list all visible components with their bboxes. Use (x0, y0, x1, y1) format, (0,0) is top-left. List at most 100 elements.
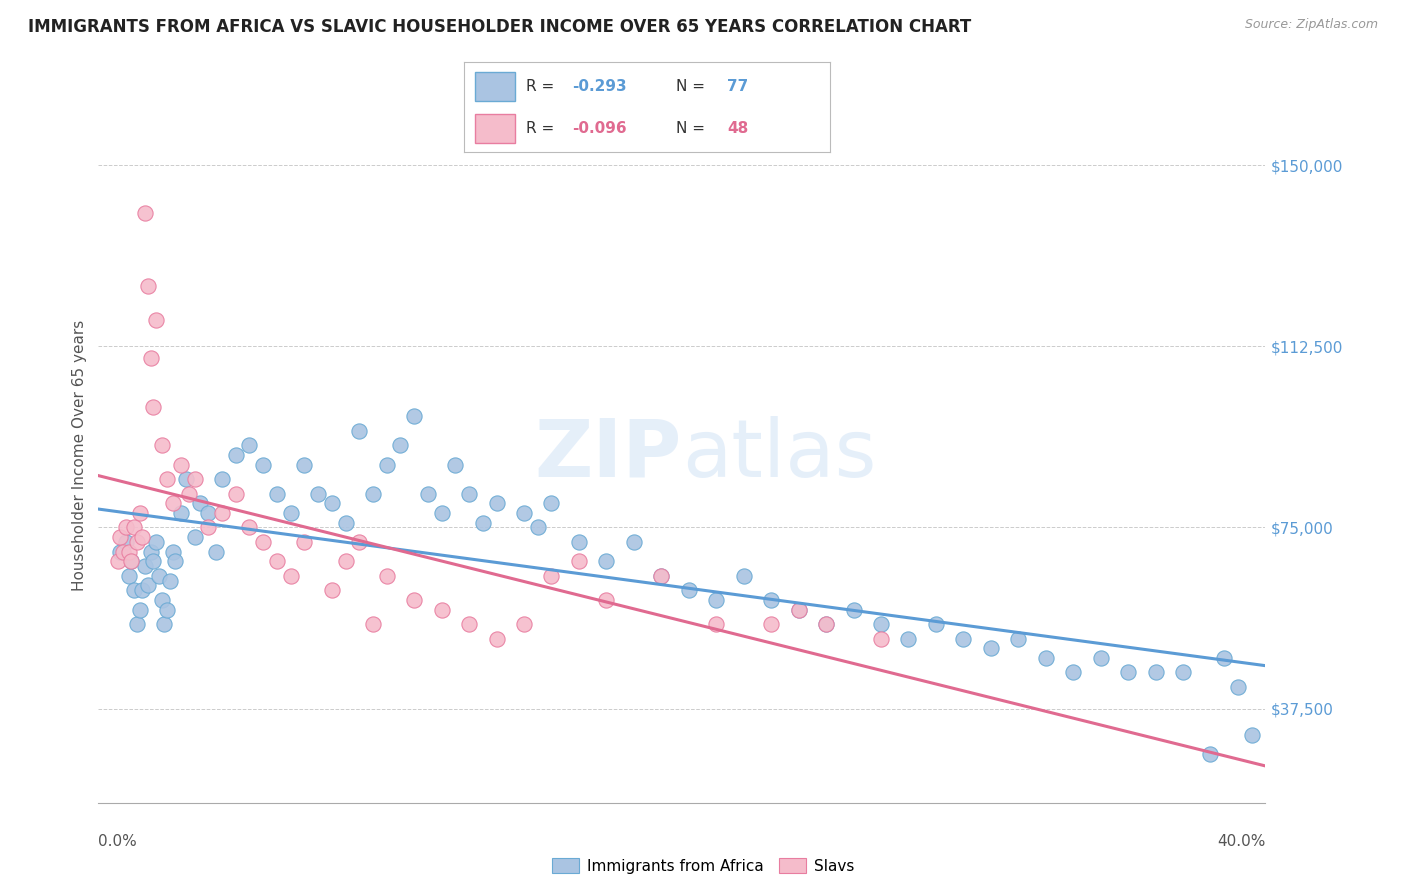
Point (540, 496, 562, 510)
Point (375, 568, 398, 582)
Text: ZIP: ZIP (534, 416, 682, 494)
Point (183, 530, 205, 544)
Point (131, 583, 153, 598)
Point (162, 496, 184, 510)
Text: IMMIGRANTS FROM AFRICA VS SLAVIC HOUSEHOLDER INCOME OVER 65 YEARS CORRELATION CH: IMMIGRANTS FROM AFRICA VS SLAVIC HOUSEHO… (28, 18, 972, 36)
Y-axis label: Householder Income Over 65 years: Householder Income Over 65 years (72, 319, 87, 591)
Point (458, 486, 481, 500)
Point (870, 617, 893, 632)
Point (321, 583, 343, 598)
Point (335, 516, 357, 530)
Point (156, 472, 179, 486)
Point (349, 424, 371, 438)
Point (266, 554, 288, 568)
Point (225, 448, 247, 462)
Point (1144, 665, 1167, 680)
Point (1199, 747, 1222, 762)
Point (110, 544, 132, 558)
Text: R =: R = (526, 79, 560, 94)
Point (252, 534, 274, 549)
Point (361, 617, 384, 632)
Point (404, 409, 426, 424)
Point (142, 554, 165, 568)
Point (122, 520, 145, 534)
Point (787, 602, 810, 616)
Point (177, 486, 200, 500)
Point (430, 506, 453, 520)
Point (307, 486, 329, 500)
Point (349, 534, 371, 549)
Text: 48: 48 (727, 121, 748, 136)
Point (165, 554, 187, 568)
Point (759, 592, 782, 607)
Point (142, 400, 165, 414)
Point (361, 486, 384, 500)
Point (815, 617, 838, 632)
Point (266, 486, 288, 500)
Point (416, 486, 439, 500)
Point (238, 520, 260, 534)
Point (117, 568, 139, 582)
FancyBboxPatch shape (475, 114, 515, 143)
Point (980, 641, 1002, 656)
Point (128, 602, 150, 616)
Point (526, 520, 548, 534)
Point (280, 568, 302, 582)
Point (513, 617, 536, 632)
FancyBboxPatch shape (475, 72, 515, 101)
Point (925, 617, 948, 632)
Point (1116, 665, 1139, 680)
Point (485, 496, 508, 510)
Point (1171, 665, 1194, 680)
Point (471, 516, 494, 530)
Point (252, 458, 274, 472)
Point (211, 472, 233, 486)
Point (112, 544, 135, 558)
Legend: Immigrants from Africa, Slavs: Immigrants from Africa, Slavs (546, 852, 860, 880)
Text: 40.0%: 40.0% (1218, 834, 1265, 849)
Point (321, 496, 343, 510)
Point (125, 617, 148, 632)
Point (205, 544, 228, 558)
Point (1226, 680, 1249, 694)
Point (174, 472, 197, 486)
Point (134, 559, 156, 574)
Point (485, 632, 508, 646)
Point (952, 632, 974, 646)
Point (139, 351, 162, 366)
Point (120, 554, 142, 568)
Point (595, 554, 617, 568)
Point (153, 617, 176, 632)
Point (188, 496, 211, 510)
Point (458, 617, 481, 632)
Point (650, 568, 672, 582)
Point (128, 506, 150, 520)
Point (131, 530, 153, 544)
Point (125, 534, 148, 549)
Point (568, 534, 591, 549)
Point (787, 602, 810, 616)
Point (704, 592, 727, 607)
Point (120, 554, 142, 568)
Point (148, 568, 170, 582)
Point (156, 602, 179, 616)
Point (292, 458, 315, 472)
Point (150, 438, 173, 452)
Point (842, 602, 865, 616)
Text: Source: ZipAtlas.com: Source: ZipAtlas.com (1244, 18, 1378, 31)
Point (595, 592, 617, 607)
Point (280, 506, 302, 520)
Text: N =: N = (676, 121, 710, 136)
Point (122, 583, 145, 598)
Point (404, 592, 426, 607)
Point (1240, 728, 1263, 742)
Point (170, 458, 193, 472)
Point (238, 438, 260, 452)
Point (170, 506, 193, 520)
Text: R =: R = (526, 121, 560, 136)
Point (150, 592, 173, 607)
Point (375, 458, 398, 472)
Point (110, 530, 132, 544)
Point (145, 534, 167, 549)
Point (183, 472, 205, 486)
